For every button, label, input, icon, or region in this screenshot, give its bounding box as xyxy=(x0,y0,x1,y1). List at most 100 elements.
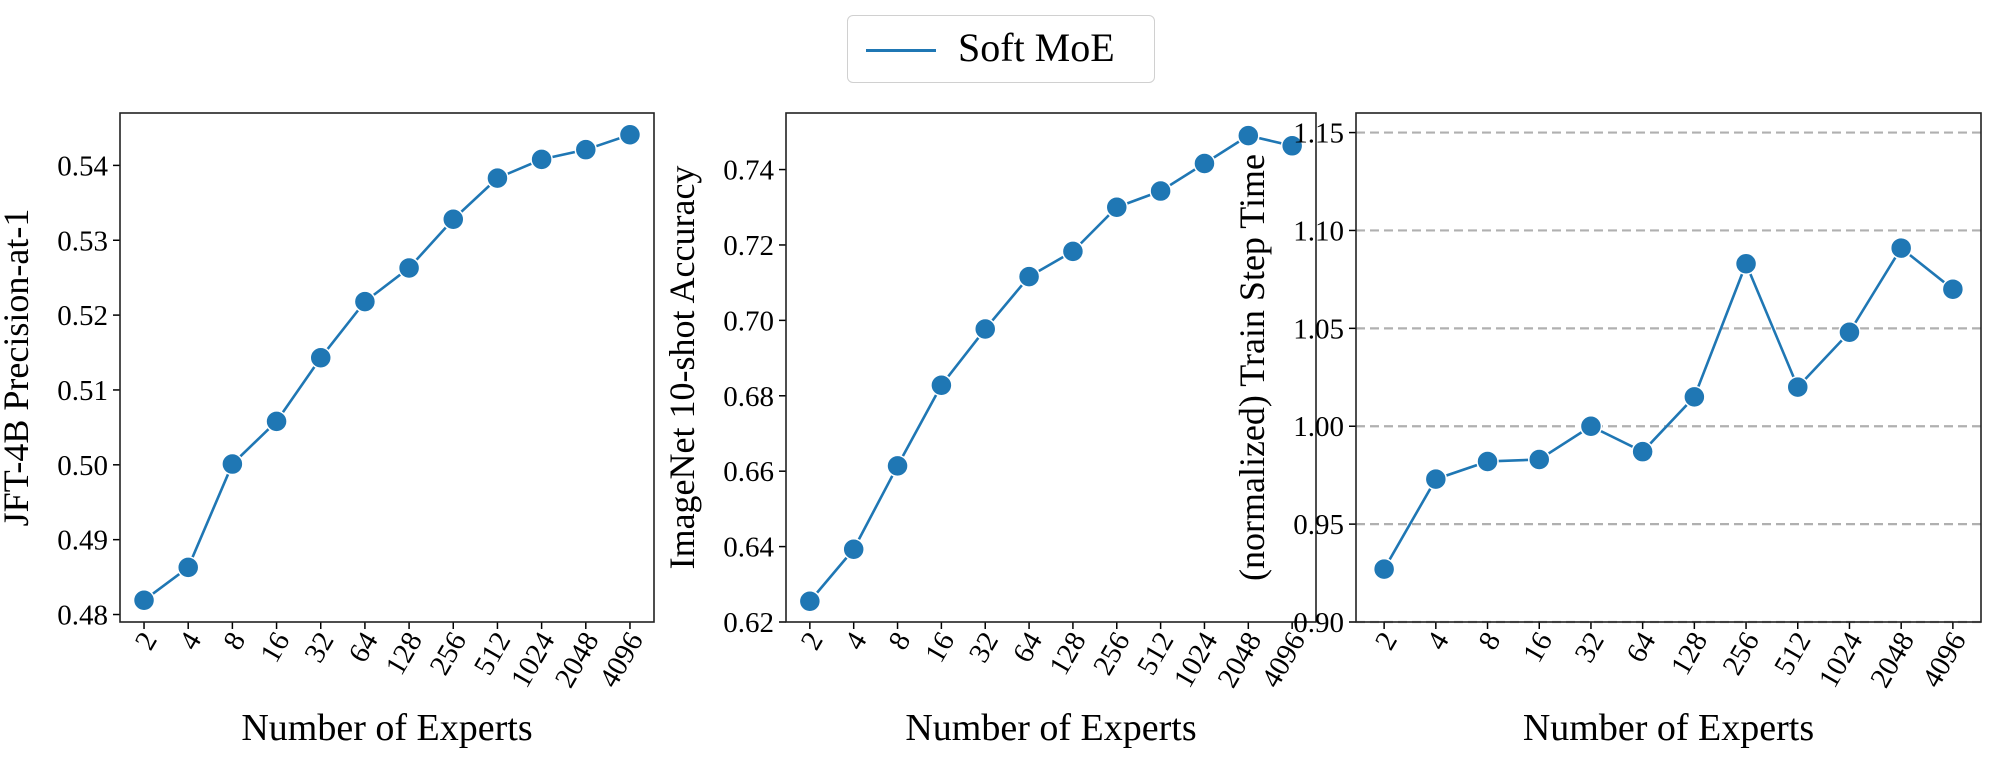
x-tick-label: 128 xyxy=(379,627,428,681)
series-line xyxy=(143,133,631,602)
data-point xyxy=(1631,440,1654,463)
y-tick-label: 0.53 xyxy=(57,225,108,257)
data-point xyxy=(397,256,421,280)
x-tick-label: 8 xyxy=(882,627,917,656)
x-tick-label: 64 xyxy=(1007,626,1049,668)
y-tick-label: 0.66 xyxy=(723,456,774,488)
y-axis-label: (normalized) Train Step Time xyxy=(1232,154,1272,581)
y-tick-label: 0.74 xyxy=(723,155,774,187)
data-point xyxy=(1579,414,1603,438)
chart-panel-2: 0.62 0.64 0.66 0.68 0.70 0.72 0.74 2 4 8 16 32 64128… xyxy=(662,112,1317,749)
data-point xyxy=(1476,450,1499,473)
y-axis-label: JFT-4B Precision-at-1 xyxy=(0,209,36,527)
data-point xyxy=(618,123,642,146)
chart-panel-1: 0.48 0.49 0.50 0.51 0.52 0.53 0.54 2 4 8 16 32 64128… xyxy=(0,112,655,749)
axes-frame xyxy=(119,112,655,623)
data-point xyxy=(1889,236,1913,260)
data-point xyxy=(574,138,598,161)
y-tick-label: 0.49 xyxy=(57,525,108,557)
y-axis-label: ImageNet 10-shot Accuracy xyxy=(662,166,702,570)
x-tick-label: 512 xyxy=(1768,627,1817,681)
data-point xyxy=(1941,277,1965,301)
x-tick-label: 64 xyxy=(1620,626,1662,668)
legend-line-soft-moe xyxy=(866,49,936,52)
x-tick-label: 2 xyxy=(129,627,164,656)
legend: Soft MoE xyxy=(847,15,1155,83)
data-point xyxy=(842,537,865,561)
y-tick-label: 0.52 xyxy=(57,300,108,332)
y-tick-label: 0.50 xyxy=(57,450,108,482)
x-tick-label: 16 xyxy=(919,627,961,668)
x-axis-label: Number of Experts xyxy=(241,707,532,749)
x-tick-label: 256 xyxy=(1716,627,1765,681)
x-tick-label: 2048 xyxy=(1864,627,1921,693)
data-point xyxy=(1683,385,1706,409)
legend-label: Soft MoE xyxy=(958,25,1115,70)
x-tick-label: 2 xyxy=(795,627,830,656)
data-point xyxy=(221,452,244,476)
data-point xyxy=(530,148,553,171)
x-axis-label: Number of Experts xyxy=(905,707,1196,749)
data-point xyxy=(486,166,509,190)
data-point xyxy=(973,317,997,341)
x-tick-label: 256 xyxy=(1087,627,1136,681)
x-axis-label: Number of Experts xyxy=(1523,707,1814,749)
data-point xyxy=(798,590,822,613)
y-tick-label: 1.00 xyxy=(1293,411,1344,443)
y-tick-label: 1.15 xyxy=(1293,118,1344,150)
x-tick-label: 2048 xyxy=(1211,627,1268,693)
data-point xyxy=(442,208,465,231)
x-tick-label: 2 xyxy=(1369,627,1404,656)
x-tick-label: 16 xyxy=(254,627,296,668)
data-point xyxy=(1424,467,1448,491)
y-tick-label: 0.48 xyxy=(57,600,108,632)
data-point xyxy=(1838,321,1861,344)
axes-frame xyxy=(1355,112,1982,623)
x-tick-label: 128 xyxy=(1665,627,1714,681)
data-point xyxy=(1061,240,1085,263)
data-point xyxy=(1280,134,1304,158)
data-point xyxy=(1527,448,1551,471)
x-tick-label: 4096 xyxy=(593,627,650,693)
chart-panel-3: 0.90 0.95 1.00 1.05 1.10 1.15 2 4 8 16 32 64 128 256 5… xyxy=(1232,112,1982,749)
y-tick-label: 0.72 xyxy=(723,230,774,262)
y-tick-label: 1.10 xyxy=(1293,215,1344,247)
series-line xyxy=(808,134,1293,603)
data-point xyxy=(132,589,156,612)
x-tick-label: 4 xyxy=(1421,626,1456,655)
x-tick-label: 2048 xyxy=(549,627,606,693)
data-point xyxy=(930,373,953,397)
x-tick-label: 1024 xyxy=(505,626,562,693)
x-tick-label: 256 xyxy=(424,627,473,681)
data-point xyxy=(1734,252,1758,275)
x-tick-label: 4 xyxy=(173,626,208,655)
x-tick-label: 16 xyxy=(1517,627,1559,668)
x-tick-label: 1024 xyxy=(1813,626,1870,693)
data-point xyxy=(1786,375,1810,399)
x-tick-label: 8 xyxy=(1472,627,1507,656)
axes-frame xyxy=(785,112,1317,623)
data-point xyxy=(1149,179,1172,203)
x-tick-label: 64 xyxy=(343,626,385,668)
data-point xyxy=(1372,557,1396,581)
y-tick-label: 0.70 xyxy=(723,305,774,337)
y-tick-label: 0.95 xyxy=(1293,509,1344,541)
x-tick-label: 32 xyxy=(963,627,1005,668)
x-tick-label: 4096 xyxy=(1916,627,1973,693)
data-point xyxy=(176,556,200,579)
x-tick-label: 32 xyxy=(1569,627,1611,668)
x-tick-label: 128 xyxy=(1043,627,1092,681)
data-point xyxy=(1193,152,1216,175)
y-tick-label: 0.51 xyxy=(57,375,108,407)
data-point xyxy=(309,346,332,370)
x-tick-label: 4 xyxy=(839,626,874,655)
series-line xyxy=(1382,246,1954,570)
y-tick-label: 0.90 xyxy=(1293,607,1344,639)
x-tick-label: 8 xyxy=(217,627,252,656)
y-tick-label: 1.05 xyxy=(1293,313,1344,345)
y-tick-label: 0.68 xyxy=(723,381,774,413)
data-point xyxy=(265,410,288,433)
y-tick-label: 0.62 xyxy=(723,607,774,639)
